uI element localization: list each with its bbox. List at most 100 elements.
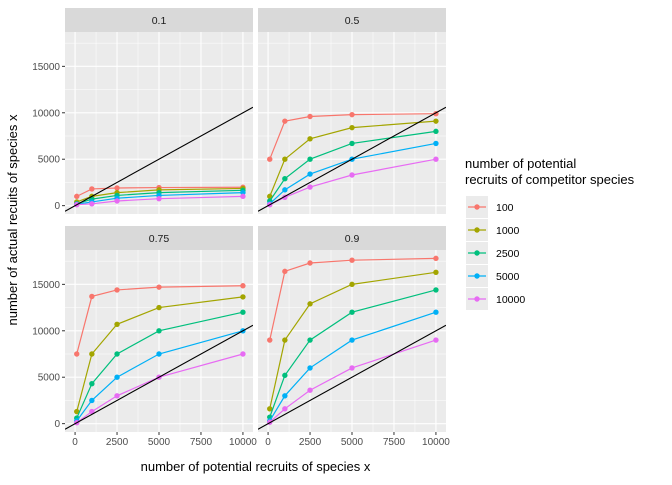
data-point-10000 bbox=[156, 195, 162, 202]
data-point-10000 bbox=[240, 193, 246, 200]
data-point-100 bbox=[282, 118, 288, 124]
data-point-10000 bbox=[240, 351, 246, 357]
x-axis-title: number of potential recruits of species … bbox=[141, 459, 371, 474]
data-point-5000 bbox=[114, 374, 120, 380]
data-point-2500 bbox=[282, 372, 288, 379]
data-point-5000 bbox=[307, 171, 313, 177]
data-point-100 bbox=[156, 284, 162, 290]
legend-label: 100 bbox=[496, 202, 514, 214]
data-point-1000 bbox=[307, 301, 313, 307]
data-point-10000 bbox=[114, 198, 120, 204]
data-point-5000 bbox=[282, 187, 288, 193]
data-point-10000 bbox=[349, 365, 355, 371]
data-point-2500 bbox=[282, 176, 288, 182]
data-point-100 bbox=[74, 193, 80, 200]
data-point-5000 bbox=[307, 365, 313, 371]
y-tick-label: 10000 bbox=[32, 326, 60, 337]
data-point-5000 bbox=[89, 397, 95, 404]
data-point-1000 bbox=[267, 193, 273, 200]
facet-strip-label: 0.1 bbox=[152, 15, 167, 27]
data-point-2500 bbox=[89, 381, 95, 387]
x-tick-label: 5000 bbox=[341, 437, 364, 448]
legend-key-point bbox=[474, 204, 480, 210]
facet-strip-label: 0.75 bbox=[149, 233, 170, 245]
reference-line-y-equals-x bbox=[65, 324, 253, 430]
data-point-1000 bbox=[89, 351, 95, 357]
data-point-10000 bbox=[307, 387, 313, 393]
facet-strip bbox=[258, 226, 446, 250]
data-point-10000 bbox=[282, 406, 288, 412]
data-point-100 bbox=[89, 186, 95, 192]
data-point-1000 bbox=[74, 408, 80, 415]
data-point-1000 bbox=[114, 321, 120, 327]
data-point-1000 bbox=[349, 281, 355, 288]
x-tick-label: 2500 bbox=[299, 437, 322, 448]
data-point-100 bbox=[433, 255, 439, 262]
x-tick-label: 10000 bbox=[229, 437, 257, 448]
data-point-100 bbox=[349, 257, 355, 263]
data-point-100 bbox=[74, 351, 80, 357]
data-point-1000 bbox=[349, 124, 355, 131]
data-point-1000 bbox=[156, 304, 162, 311]
data-point-100 bbox=[282, 268, 288, 275]
data-point-10000 bbox=[433, 337, 439, 343]
data-point-1000 bbox=[240, 294, 246, 300]
data-point-2500 bbox=[433, 128, 439, 135]
x-tick-label: 0 bbox=[72, 437, 78, 448]
legend-key-point bbox=[474, 227, 480, 233]
data-point-100 bbox=[114, 185, 120, 191]
data-point-5000 bbox=[433, 309, 439, 315]
data-point-10000 bbox=[349, 172, 355, 178]
data-point-2500 bbox=[307, 337, 313, 343]
data-point-2500 bbox=[349, 309, 355, 315]
legend-title: recruits of competitor species bbox=[465, 172, 635, 187]
reference-line-y-equals-x bbox=[258, 106, 446, 212]
data-point-5000 bbox=[349, 337, 355, 343]
data-point-2500 bbox=[114, 351, 120, 357]
data-point-2500 bbox=[240, 309, 246, 315]
y-tick-label: 0 bbox=[54, 419, 60, 430]
data-point-10000 bbox=[89, 201, 95, 207]
data-point-100 bbox=[114, 287, 120, 293]
x-tick-label: 7500 bbox=[383, 437, 406, 448]
facet-strip-label: 0.9 bbox=[345, 233, 360, 245]
y-tick-label: 0 bbox=[54, 201, 60, 212]
data-point-1000 bbox=[282, 156, 288, 162]
data-point-2500 bbox=[156, 328, 162, 334]
data-point-2500 bbox=[433, 287, 439, 293]
x-tick-label: 5000 bbox=[148, 437, 171, 448]
y-axis-title: number of actual recuits of species x bbox=[5, 114, 20, 325]
data-point-100 bbox=[240, 283, 246, 289]
x-tick-label: 10000 bbox=[422, 437, 450, 448]
data-point-1000 bbox=[433, 118, 439, 124]
y-tick-label: 5000 bbox=[38, 155, 61, 166]
facet-panel-0.1: 0.1 0 5000 10000 15000 bbox=[32, 8, 253, 214]
data-point-100 bbox=[267, 156, 273, 162]
legend-title: number of potential bbox=[465, 156, 576, 171]
data-point-10000 bbox=[89, 408, 95, 415]
data-point-5000 bbox=[156, 351, 162, 357]
y-tick-label: 15000 bbox=[32, 280, 60, 291]
facet-panel-0.75: 0.75 0 2500 5000 7500 10000 0 5000 10000 15000 bbox=[32, 226, 257, 448]
data-point-5000 bbox=[240, 189, 246, 196]
data-point-2500 bbox=[349, 140, 355, 147]
data-point-2500 bbox=[307, 156, 313, 162]
y-tick-label: 5000 bbox=[38, 373, 61, 384]
data-point-10000 bbox=[307, 184, 313, 190]
facet-panel-0.9: 0.9 0 2500 5000 7500 10000 bbox=[258, 226, 450, 448]
facet-strip-label: 0.5 bbox=[345, 15, 360, 27]
legend-key-point bbox=[474, 250, 480, 256]
x-tick-label: 7500 bbox=[190, 437, 213, 448]
legend-label: 2500 bbox=[496, 248, 520, 260]
facet-strip bbox=[65, 226, 253, 250]
facet-strip bbox=[258, 8, 446, 32]
data-point-1000 bbox=[433, 269, 439, 275]
data-point-5000 bbox=[282, 393, 288, 399]
data-point-5000 bbox=[433, 140, 439, 147]
data-point-100 bbox=[307, 113, 313, 120]
legend-label: 1000 bbox=[496, 225, 520, 237]
facet-strip bbox=[65, 8, 253, 32]
